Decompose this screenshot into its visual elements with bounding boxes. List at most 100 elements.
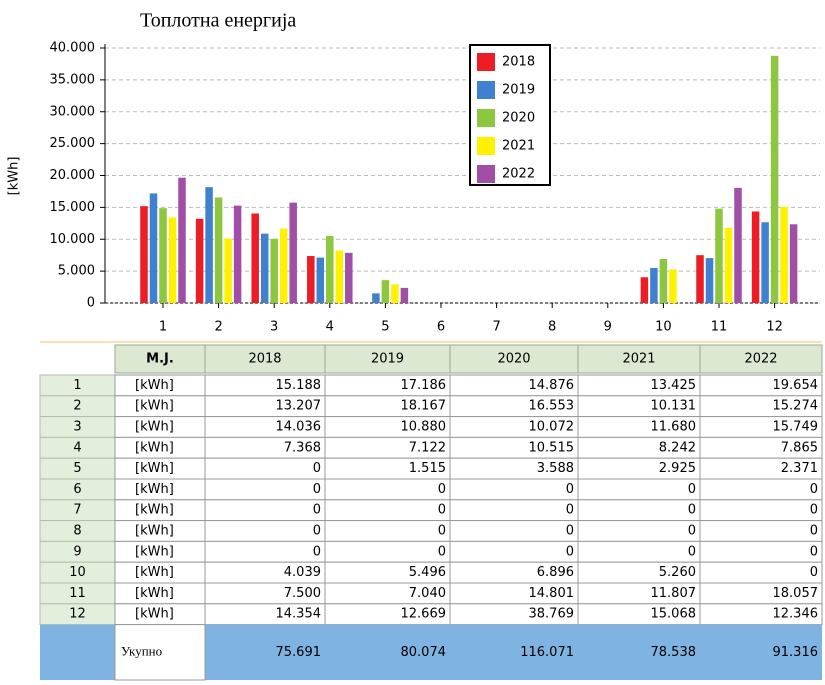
cell (577, 540, 701, 563)
header-label: 2022 (744, 352, 777, 367)
x-tick-label: 3 (270, 320, 278, 335)
cell (577, 499, 701, 522)
cell-value: 5.496 (409, 565, 446, 580)
cell (204, 520, 326, 542)
bar (270, 238, 278, 303)
row-index: 2 (73, 399, 81, 414)
unit: [kWh] (135, 565, 174, 580)
cell (324, 478, 451, 501)
cell-value: 15.749 (773, 420, 819, 435)
cell (324, 520, 451, 542)
cell (577, 478, 701, 501)
total-value: 116.071 (520, 645, 574, 660)
cell-value: 0 (566, 503, 574, 518)
bar (650, 267, 658, 303)
cell-value: 0 (438, 524, 446, 539)
bar (214, 197, 223, 303)
cell-value: 1.515 (409, 461, 446, 476)
legend-swatch (477, 81, 495, 99)
cell-value: 0 (313, 544, 321, 559)
cell-value: 0 (313, 461, 321, 476)
cell-value: 0 (810, 503, 818, 518)
y-tick-label: 40.000 (50, 41, 96, 56)
unit: [kWh] (135, 420, 174, 435)
cell (324, 540, 451, 563)
bar (279, 228, 288, 303)
unit: [kWh] (135, 399, 174, 414)
cell (204, 540, 326, 563)
cell-value: 6.896 (537, 565, 574, 580)
y-tick-label: 0 (87, 296, 95, 311)
row-index: 4 (73, 440, 81, 455)
y-tick-label: 5.000 (58, 264, 95, 279)
cell (204, 499, 326, 522)
cell-value: 0 (313, 482, 321, 497)
bar (159, 208, 167, 303)
row-index: 3 (73, 420, 81, 435)
bar (705, 258, 714, 303)
unit: [kWh] (135, 503, 174, 518)
cell-value: 4.039 (284, 565, 321, 580)
total-value: 75.691 (276, 645, 322, 660)
x-tick-label: 11 (711, 320, 728, 335)
cell (699, 561, 823, 584)
cell-value: 7.040 (409, 586, 446, 601)
unit: [kWh] (135, 378, 174, 393)
x-tick-label: 9 (604, 320, 612, 335)
cell (449, 540, 579, 563)
unit: [kWh] (135, 461, 174, 476)
bar (372, 293, 380, 303)
legend-label: 2018 (502, 55, 535, 70)
cell-value: 0 (688, 503, 696, 518)
bar (696, 255, 704, 303)
cell-value: 0 (688, 482, 696, 497)
bar (289, 202, 297, 303)
legend-swatch (477, 109, 495, 127)
cell-value: 2.371 (781, 461, 818, 476)
x-tick-label: 5 (381, 320, 389, 335)
row-index: 12 (69, 607, 86, 622)
cell-value: 0 (438, 482, 446, 497)
cell-value: 18.057 (773, 586, 819, 601)
chart-title: Топлотна енергија (140, 10, 296, 32)
cell-value: 0 (810, 544, 818, 559)
cell-value: 0 (688, 524, 696, 539)
cell-value: 0 (313, 503, 321, 518)
total-label-cell (114, 624, 206, 681)
legend-swatch (477, 137, 495, 155)
cell-value: 7.368 (284, 440, 321, 455)
bar (345, 252, 353, 303)
cell-value: 14.876 (529, 378, 575, 393)
legend-swatch (477, 165, 495, 183)
unit: [kWh] (135, 440, 174, 455)
cell-value: 0 (688, 544, 696, 559)
cell-value: 7.122 (409, 440, 446, 455)
cell-value: 0 (810, 524, 818, 539)
legend-label: 2021 (502, 139, 535, 154)
unit: [kWh] (135, 544, 174, 559)
bar (307, 256, 315, 303)
cell-value: 13.207 (276, 399, 322, 414)
legend-label: 2019 (502, 83, 535, 98)
cell-value: 14.036 (276, 420, 322, 435)
row-index: 1 (73, 378, 81, 393)
cell-value: 14.801 (529, 586, 575, 601)
row-index: 9 (73, 544, 81, 559)
cell-value: 0 (438, 503, 446, 518)
header-label: 2019 (371, 352, 404, 367)
x-tick-label: 8 (548, 320, 556, 335)
x-tick-label: 4 (326, 320, 334, 335)
cell-value: 10.515 (529, 440, 575, 455)
cell-value: 10.880 (401, 420, 447, 435)
bar (205, 187, 213, 303)
x-tick-label: 7 (492, 320, 500, 335)
cell (449, 499, 579, 522)
cell-value: 14.354 (276, 607, 322, 622)
bar (789, 224, 798, 303)
header-cell (114, 344, 206, 374)
bar (724, 227, 733, 303)
cell-value: 5.260 (659, 565, 696, 580)
cell (449, 520, 579, 542)
